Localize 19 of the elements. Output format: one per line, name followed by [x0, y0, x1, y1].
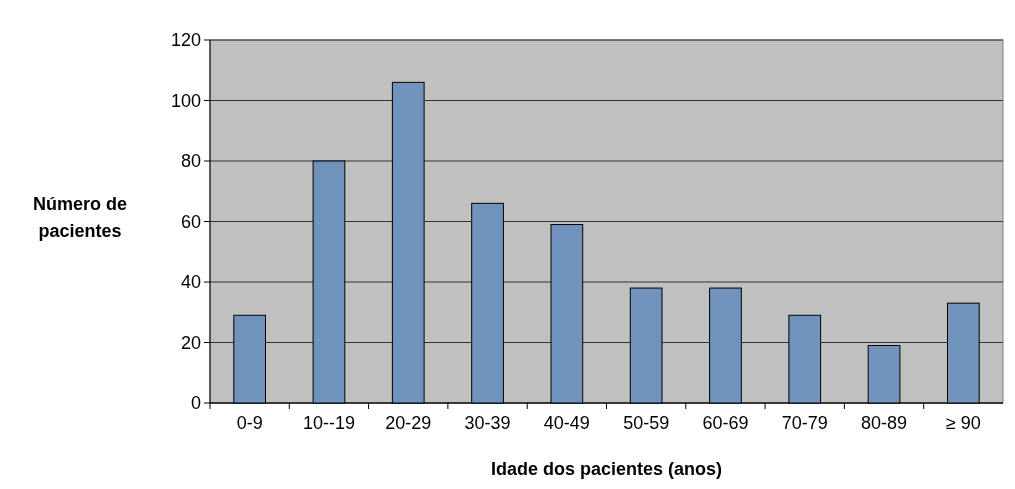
x-tick-label: ≥ 90	[945, 413, 981, 433]
x-tick-label: 0-9	[236, 413, 263, 433]
y-axis-title: Número de pacientes	[32, 193, 128, 241]
x-tick-label: 30-39	[464, 413, 511, 433]
y-tick-label: 40	[180, 272, 201, 293]
x-tick-label: 40-49	[543, 413, 590, 433]
x-tick-label: 50-59	[623, 413, 670, 433]
y-tick-label: 20	[180, 332, 201, 353]
x-tick-label: 80-89	[861, 413, 908, 433]
x-tick-label: 60-69	[702, 413, 749, 433]
x-tick-label: 10--19	[302, 413, 355, 433]
x-tick-label: 20-29	[385, 413, 432, 433]
y-tick-label: 0	[190, 393, 201, 414]
x-tick-label: 70-79	[781, 413, 828, 433]
y-tick-label: 80	[180, 151, 201, 172]
y-tick-label: 120	[170, 30, 201, 51]
y-tick-label: 100	[170, 90, 201, 111]
x-axis-title: Idade dos pacientes (anos)	[490, 459, 723, 479]
y-tick-label: 60	[180, 211, 201, 232]
